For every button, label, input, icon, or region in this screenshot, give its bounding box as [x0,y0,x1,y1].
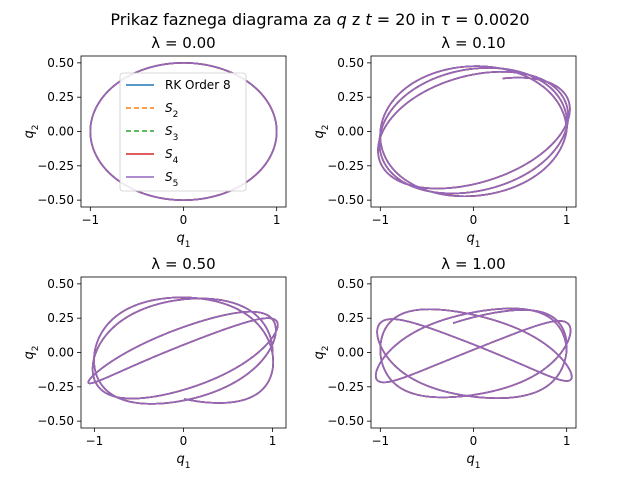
y-tick-label: 0.25 [337,90,364,104]
subplot-title: λ = 0.50 [151,255,215,273]
figure-suptitle: Prikaz faznega diagrama za q z t = 20 in… [110,10,529,29]
y-tick-label: 0.00 [47,346,74,360]
y-tick-label: −0.50 [37,414,74,428]
legend-entry-label: S5 [165,170,178,189]
x-tick-label: 1 [269,434,277,448]
y-tick-label: 0.50 [337,277,364,291]
series-line-s4 [87,296,279,405]
y-tick-label: −0.50 [327,193,364,207]
y-tick-label: 0.25 [47,311,74,325]
subplot-title: λ = 0.10 [441,34,505,52]
y-tick-label: 0.50 [47,277,74,291]
series-line-rk-order-8 [87,296,279,405]
series-line-s4 [374,307,573,399]
x-axis-label: q1 [177,452,191,471]
series-line-s3 [87,296,279,405]
x-axis-label: q1 [467,452,481,471]
y-axis-label: q2 [22,346,41,360]
x-tick-label: 0 [180,213,188,227]
subplot-panel: λ = 1.00 −1 0 1 0.50 0.25 0.00 −0.25 −0.50 q1 q2 [312,255,577,471]
x-tick-label: −1 [81,213,99,227]
y-tick-label: −0.25 [37,159,74,173]
y-tick-label: 0.50 [337,56,364,70]
y-tick-label: 0.50 [47,56,74,70]
x-axis-label: q1 [467,231,481,250]
y-tick-label: −0.50 [37,193,74,207]
series-line-s5 [377,65,571,198]
legend-box [119,72,247,192]
x-tick-label: −1 [371,213,389,227]
y-tick-label: −0.25 [327,380,364,394]
x-tick-label: −1 [86,434,104,448]
plot-frame [370,276,577,429]
series-line-rk-order-8 [374,307,573,399]
y-axis-label: q2 [312,346,331,360]
x-tick-label: 1 [273,213,281,227]
series-line-s5 [87,296,279,405]
x-tick-label: −1 [371,434,389,448]
y-tick-label: 0.00 [337,346,364,360]
x-tick-label: 1 [563,213,571,227]
y-axis-label: q2 [312,125,331,139]
x-axis-label: q1 [177,231,191,250]
subplot-title: λ = 1.00 [441,255,505,273]
y-tick-label: −0.25 [37,380,74,394]
legend-entry-label: S4 [165,147,179,166]
x-tick-label: 1 [563,434,571,448]
y-tick-label: −0.25 [327,159,364,173]
legend-entry-label: S2 [165,101,178,120]
subplot-title: λ = 0.00 [151,34,215,52]
legend-entry-label: S3 [165,124,178,143]
x-tick-label: 0 [180,434,188,448]
legend-entry-label: RK Order 8 [165,78,231,92]
series-line-s3 [374,307,573,399]
x-tick-label: 0 [470,434,478,448]
y-tick-label: 0.00 [47,125,74,139]
y-tick-label: 0.25 [337,311,364,325]
legend: RK Order 8 S2 S3 S4 S5 [119,72,247,192]
subplot-panel: λ = 0.10 −1 0 1 0.50 0.25 0.00 −0.25 −0.50 q1 q2 [312,34,577,250]
y-axis-label: q2 [22,125,41,139]
y-tick-label: 0.00 [337,125,364,139]
y-tick-label: −0.50 [327,414,364,428]
subplot-grid: λ = 0.00−1 0 10.500.250.00−0.25−0.50q1q2λ … [22,34,577,471]
series-line-s2 [87,296,279,405]
x-tick-label: 0 [470,213,478,227]
subplot-panel: λ = 0.00 −1 0 1 0.50 0.25 0.00 −0.25 −0.50 q1 q2 [22,34,287,250]
series-line-s2 [374,307,573,399]
y-tick-label: 0.25 [47,90,74,104]
subplot-panel: λ = 0.50 −1 0 1 0.50 0.25 0.00 −0.25 −0.50 q1 q2 [22,255,287,471]
series-line-s5 [374,307,573,399]
